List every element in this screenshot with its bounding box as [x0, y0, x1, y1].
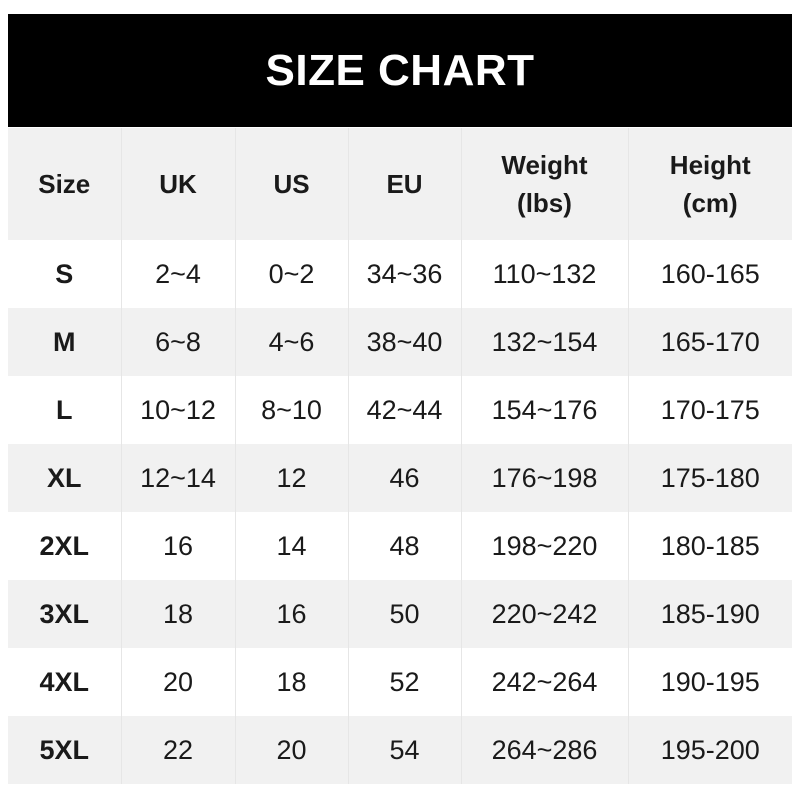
- column-header-eu: EU: [347, 128, 461, 240]
- cell-uk: 6~8: [120, 308, 235, 376]
- table-row: 3XL 18 16 50 220~242 185-190: [8, 580, 792, 648]
- cell-uk: 20: [120, 648, 235, 716]
- cell-weight: 176~198: [460, 444, 628, 512]
- cell-us: 0~2: [234, 240, 348, 308]
- cell-weight: 220~242: [460, 580, 628, 648]
- cell-weight: 242~264: [460, 648, 628, 716]
- cell-eu: 52: [347, 648, 461, 716]
- cell-height: 195-200: [627, 716, 792, 784]
- column-header-text: Height: [669, 150, 751, 180]
- cell-size: XL: [8, 444, 121, 512]
- cell-eu: 50: [347, 580, 461, 648]
- column-header-text: (cm): [682, 188, 738, 218]
- table-row: M 6~8 4~6 38~40 132~154 165-170: [8, 308, 792, 376]
- cell-weight: 132~154: [460, 308, 628, 376]
- cell-eu: 42~44: [347, 376, 461, 444]
- header-row: Size UK US EU Weight (lbs) Height (cm): [8, 128, 792, 240]
- cell-us: 14: [234, 512, 348, 580]
- cell-height: 165-170: [627, 308, 792, 376]
- cell-eu: 48: [347, 512, 461, 580]
- column-header-text: (lbs): [517, 188, 572, 218]
- table-row: S 2~4 0~2 34~36 110~132 160-165: [8, 240, 792, 308]
- size-chart-table: Size UK US EU Weight (lbs) Height (cm) S 2~4 0~2 3…: [8, 128, 792, 784]
- table-row: L 10~12 8~10 42~44 154~176 170-175: [8, 376, 792, 444]
- cell-us: 12: [234, 444, 348, 512]
- column-header-size: Size: [8, 128, 121, 240]
- cell-size: 3XL: [8, 580, 121, 648]
- cell-height: 160-165: [627, 240, 792, 308]
- cell-weight: 154~176: [460, 376, 628, 444]
- cell-eu: 54: [347, 716, 461, 784]
- cell-us: 20: [234, 716, 348, 784]
- cell-eu: 46: [347, 444, 461, 512]
- cell-uk: 10~12: [120, 376, 235, 444]
- cell-us: 18: [234, 648, 348, 716]
- cell-us: 16: [234, 580, 348, 648]
- cell-size: M: [8, 308, 121, 376]
- column-header-weight: Weight (lbs): [460, 128, 628, 240]
- cell-size: L: [8, 376, 121, 444]
- cell-size: 5XL: [8, 716, 121, 784]
- table-row: 2XL 16 14 48 198~220 180-185: [8, 512, 792, 580]
- cell-us: 8~10: [234, 376, 348, 444]
- table-row: 5XL 22 20 54 264~286 195-200: [8, 716, 792, 784]
- cell-us: 4~6: [234, 308, 348, 376]
- cell-height: 175-180: [627, 444, 792, 512]
- column-header-text: US: [273, 169, 310, 199]
- cell-size: 4XL: [8, 648, 121, 716]
- cell-size: 2XL: [8, 512, 121, 580]
- column-header-text: Size: [38, 169, 91, 199]
- cell-uk: 2~4: [120, 240, 235, 308]
- column-header-uk: UK: [120, 128, 235, 240]
- table-row: XL 12~14 12 46 176~198 175-180: [8, 444, 792, 512]
- column-header-text: UK: [159, 169, 197, 199]
- cell-eu: 38~40: [347, 308, 461, 376]
- column-header-text: Weight: [501, 150, 588, 180]
- cell-height: 170-175: [627, 376, 792, 444]
- cell-height: 190-195: [627, 648, 792, 716]
- cell-uk: 16: [120, 512, 235, 580]
- column-header-text: EU: [386, 169, 423, 199]
- cell-weight: 110~132: [460, 240, 628, 308]
- cell-uk: 22: [120, 716, 235, 784]
- column-header-us: US: [234, 128, 348, 240]
- table-row: 4XL 20 18 52 242~264 190-195: [8, 648, 792, 716]
- size-chart-title: SIZE CHART: [8, 14, 792, 127]
- cell-weight: 264~286: [460, 716, 628, 784]
- cell-eu: 34~36: [347, 240, 461, 308]
- cell-weight: 198~220: [460, 512, 628, 580]
- cell-uk: 12~14: [120, 444, 235, 512]
- cell-size: S: [8, 240, 121, 308]
- cell-uk: 18: [120, 580, 235, 648]
- column-header-height: Height (cm): [627, 128, 792, 240]
- cell-height: 180-185: [627, 512, 792, 580]
- cell-height: 185-190: [627, 580, 792, 648]
